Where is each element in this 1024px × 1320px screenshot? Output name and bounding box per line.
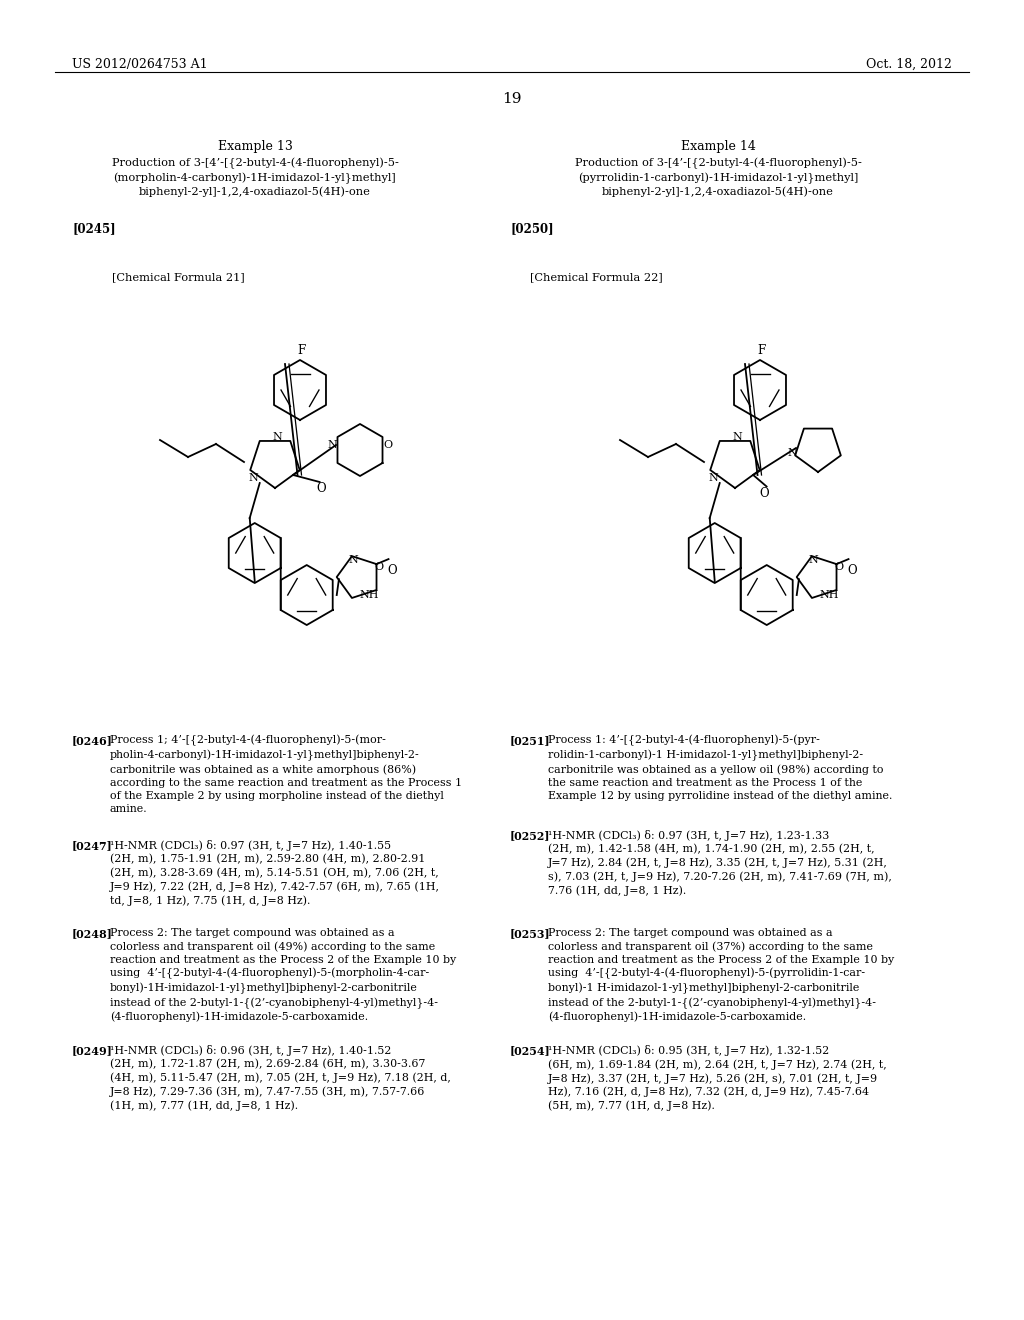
Text: NH: NH (360, 590, 380, 599)
Text: [0252]: [0252] (510, 830, 551, 841)
Text: ¹H-NMR (CDCl₃) δ: 0.97 (3H, t, J=7 Hz), 1.23-1.33
(2H, m), 1.42-1.58 (4H, m), 1.: ¹H-NMR (CDCl₃) δ: 0.97 (3H, t, J=7 Hz), … (548, 830, 892, 896)
Text: Production of 3-[4’-[{2-butyl-4-(4-fluorophenyl)-5-
(morpholin-4-carbonyl)-1H-im: Production of 3-[4’-[{2-butyl-4-(4-fluor… (112, 158, 398, 197)
Text: [0254]: [0254] (510, 1045, 551, 1056)
Text: Process 2: The target compound was obtained as a
colorless and transparent oil (: Process 2: The target compound was obtai… (110, 928, 457, 1023)
Text: NH: NH (820, 590, 840, 599)
Text: O: O (848, 564, 857, 577)
Text: N: N (709, 473, 719, 483)
Text: [0245]: [0245] (72, 222, 116, 235)
Text: ¹H-NMR (CDCl₃) δ: 0.96 (3H, t, J=7 Hz), 1.40-1.52
(2H, m), 1.72-1.87 (2H, m), 2.: ¹H-NMR (CDCl₃) δ: 0.96 (3H, t, J=7 Hz), … (110, 1045, 451, 1111)
Text: O: O (388, 564, 397, 577)
Text: ¹H-NMR (CDCl₃) δ: 0.97 (3H, t, J=7 Hz), 1.40-1.55
(2H, m), 1.75-1.91 (2H, m), 2.: ¹H-NMR (CDCl₃) δ: 0.97 (3H, t, J=7 Hz), … (110, 840, 440, 906)
Text: Process 2: The target compound was obtained as a
colorless and transparent oil (: Process 2: The target compound was obtai… (548, 928, 894, 1023)
Text: Production of 3-[4’-[{2-butyl-4-(4-fluorophenyl)-5-
(pyrrolidin-1-carbonyl)-1H-i: Production of 3-[4’-[{2-butyl-4-(4-fluor… (574, 158, 861, 197)
Text: [0249]: [0249] (72, 1045, 113, 1056)
Text: N: N (787, 447, 797, 458)
Text: ¹H-NMR (CDCl₃) δ: 0.95 (3H, t, J=7 Hz), 1.32-1.52
(6H, m), 1.69-1.84 (2H, m), 2.: ¹H-NMR (CDCl₃) δ: 0.95 (3H, t, J=7 Hz), … (548, 1045, 887, 1111)
Text: N: N (809, 554, 818, 565)
Text: Process 1; 4’-[{2-butyl-4-(4-fluorophenyl)-5-(mor-
pholin-4-carbonyl)-1H-imidazo: Process 1; 4’-[{2-butyl-4-(4-fluoropheny… (110, 735, 462, 814)
Text: [0246]: [0246] (72, 735, 113, 746)
Text: Process 1: 4’-[{2-butyl-4-(4-fluorophenyl)-5-(pyr-
rolidin-1-carbonyl)-1 H-imida: Process 1: 4’-[{2-butyl-4-(4-fluoropheny… (548, 735, 892, 801)
Text: [0248]: [0248] (72, 928, 113, 939)
Text: [Chemical Formula 21]: [Chemical Formula 21] (112, 272, 245, 282)
Text: F: F (297, 343, 305, 356)
Text: N: N (349, 554, 358, 565)
Text: Example 13: Example 13 (217, 140, 293, 153)
Text: [0250]: [0250] (510, 222, 554, 235)
Text: [0251]: [0251] (510, 735, 551, 746)
Text: [Chemical Formula 22]: [Chemical Formula 22] (530, 272, 663, 282)
Text: N: N (733, 433, 742, 442)
Text: O: O (374, 562, 383, 572)
Text: N: N (249, 473, 258, 483)
Text: F: F (757, 343, 765, 356)
Text: O: O (760, 487, 769, 500)
Text: O: O (835, 562, 844, 572)
Text: US 2012/0264753 A1: US 2012/0264753 A1 (72, 58, 208, 71)
Text: 19: 19 (502, 92, 522, 106)
Text: O: O (383, 440, 392, 450)
Text: Oct. 18, 2012: Oct. 18, 2012 (866, 58, 952, 71)
Text: O: O (316, 483, 327, 495)
Text: N: N (327, 440, 337, 450)
Text: N: N (272, 433, 283, 442)
Text: [0247]: [0247] (72, 840, 113, 851)
Text: [0253]: [0253] (510, 928, 551, 939)
Text: Example 14: Example 14 (681, 140, 756, 153)
